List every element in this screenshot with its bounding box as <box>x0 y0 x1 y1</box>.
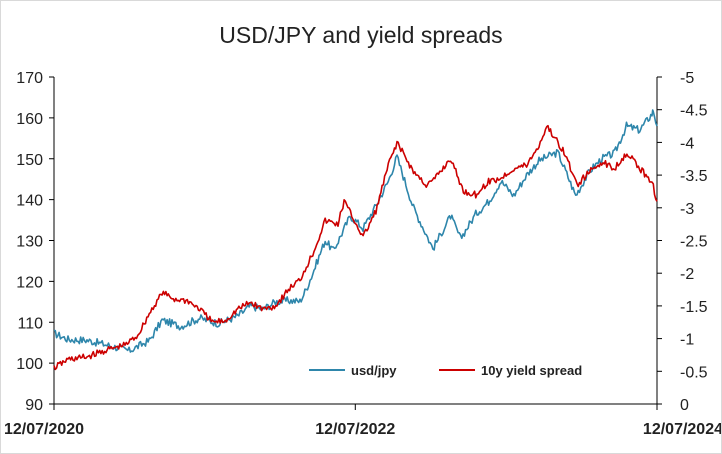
left-tick-label: 140 <box>16 193 43 210</box>
left-tick-label: 90 <box>25 397 43 414</box>
right-tick-label: -4 <box>680 135 694 152</box>
chart-title: USD/JPY and yield spreads <box>219 22 502 48</box>
axes: 90 100 110 120 130 140 150 160 170 0 -0.5 -1 -1.5 -2 -… <box>4 70 721 438</box>
legend-label: usd/jpy <box>351 363 397 378</box>
left-tick-label: 100 <box>16 356 43 373</box>
left-tick-label: 120 <box>16 274 43 291</box>
right-tick-label: -2 <box>680 266 694 283</box>
legend: usd/jpy 10y yield spread <box>309 363 582 378</box>
left-tick-label: 150 <box>16 152 43 169</box>
series-layer <box>53 109 658 371</box>
left-tick-label: 170 <box>16 70 43 87</box>
legend-label: 10y yield spread <box>481 363 582 378</box>
series-line-usd-jpy <box>53 109 658 353</box>
right-tick-label: -3 <box>680 201 694 218</box>
right-tick-label: -2.5 <box>680 234 708 251</box>
right-tick-label: -4.5 <box>680 103 708 120</box>
left-tick-label: 160 <box>16 111 43 128</box>
x-tick-label: 12/07/2020 <box>4 421 84 438</box>
left-tick-label: 130 <box>16 234 43 251</box>
series-line-10y-yield-spread <box>53 124 658 371</box>
right-tick-label: 0 <box>680 397 689 414</box>
right-tick-label: -1.5 <box>680 299 708 316</box>
x-tick-label: 12/07/2022 <box>315 421 395 438</box>
right-tick-label: -1 <box>680 332 694 349</box>
right-tick-label: -0.5 <box>680 364 708 381</box>
right-tick-label: -5 <box>680 70 694 87</box>
right-tick-label: -3.5 <box>680 168 708 185</box>
x-tick-label: 12/07/2024 <box>643 421 721 438</box>
left-tick-label: 110 <box>17 315 43 332</box>
